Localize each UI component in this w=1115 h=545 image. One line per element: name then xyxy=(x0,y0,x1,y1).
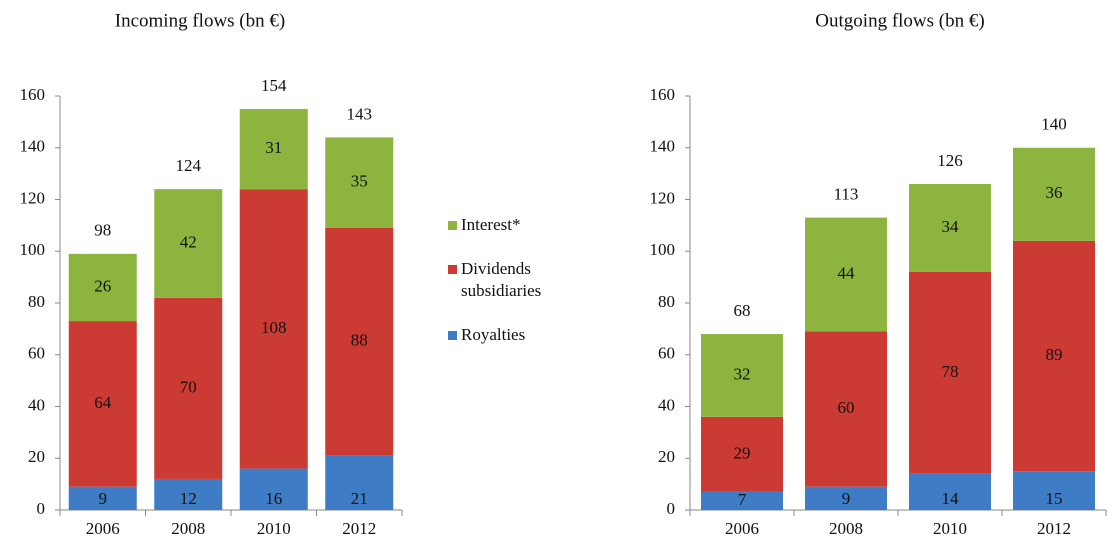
legend-swatch xyxy=(448,265,457,274)
bar-segment xyxy=(239,108,308,190)
bar-segment xyxy=(805,331,887,487)
y-tick-label: 60 xyxy=(658,344,675,363)
data-label: 29 xyxy=(734,443,751,462)
data-label: 34 xyxy=(942,217,960,236)
bar-segment xyxy=(68,321,137,487)
y-tick-label: 60 xyxy=(28,344,45,363)
y-tick-label: 20 xyxy=(28,447,45,466)
y-tick-label: 20 xyxy=(658,447,675,466)
legend-label: Interest* xyxy=(461,215,521,234)
total-label: 113 xyxy=(834,185,859,204)
y-tick-label: 140 xyxy=(650,137,676,156)
data-label: 21 xyxy=(351,489,368,508)
data-label: 64 xyxy=(94,393,112,412)
data-label: 60 xyxy=(838,398,855,417)
total-label: 143 xyxy=(347,104,373,123)
total-label: 140 xyxy=(1041,115,1067,134)
data-label: 88 xyxy=(351,331,368,350)
bar-segment xyxy=(325,227,394,456)
total-label: 98 xyxy=(94,221,111,240)
x-tick-label: 2006 xyxy=(725,519,759,538)
bar-segment xyxy=(805,486,887,510)
x-tick-label: 2008 xyxy=(171,519,205,538)
y-tick-label: 160 xyxy=(20,85,46,104)
legend-swatch xyxy=(448,331,457,340)
x-tick-label: 2008 xyxy=(829,519,863,538)
bar-segment xyxy=(701,416,783,492)
legend-item: Royalties xyxy=(448,324,578,346)
y-tick-label: 160 xyxy=(650,85,676,104)
bar-segment xyxy=(1013,147,1095,241)
bar-segment xyxy=(154,478,223,510)
bar-segment xyxy=(325,137,394,228)
data-label: 89 xyxy=(1046,345,1063,364)
bar-segment xyxy=(701,334,783,417)
legend-item: Interest* xyxy=(448,214,578,236)
legend-swatch xyxy=(448,221,457,230)
y-tick-label: 140 xyxy=(20,137,46,156)
data-label: 7 xyxy=(738,490,747,509)
data-label: 32 xyxy=(734,364,751,383)
legend-item: Dividends subsidiaries xyxy=(448,258,578,302)
y-tick-label: 120 xyxy=(650,188,676,207)
bar-segment xyxy=(325,455,394,510)
bar-segment xyxy=(68,253,137,322)
x-tick-label: 2010 xyxy=(933,519,967,538)
bar-segment xyxy=(909,271,991,474)
chart-title: Outgoing flows (bn €) xyxy=(815,10,984,31)
bar-segment xyxy=(909,473,991,510)
data-label: 78 xyxy=(942,362,959,381)
data-label: 12 xyxy=(180,489,197,508)
data-label: 9 xyxy=(842,489,851,508)
y-tick-label: 80 xyxy=(28,292,45,311)
bar-segment xyxy=(239,468,308,510)
bar-segment xyxy=(1013,471,1095,510)
x-tick-label: 2012 xyxy=(342,519,376,538)
data-label: 14 xyxy=(942,489,960,508)
y-tick-label: 0 xyxy=(37,499,46,518)
bar-segment xyxy=(909,183,991,272)
x-tick-label: 2010 xyxy=(257,519,291,538)
y-tick-label: 80 xyxy=(658,292,675,311)
bar-segment xyxy=(239,189,308,469)
data-label: 36 xyxy=(1046,183,1063,202)
total-label: 154 xyxy=(261,76,287,95)
bar-segment xyxy=(154,297,223,479)
bar-segment xyxy=(1013,240,1095,472)
data-label: 31 xyxy=(265,138,282,157)
legend: Interest* Dividends subsidiaries Royalties xyxy=(448,214,578,368)
legend-label: Dividends subsidiaries xyxy=(461,259,542,300)
y-tick-label: 100 xyxy=(20,240,46,259)
x-tick-label: 2006 xyxy=(86,519,120,538)
x-tick-label: 2012 xyxy=(1037,519,1071,538)
total-label: 124 xyxy=(176,156,202,175)
total-label: 126 xyxy=(937,151,963,170)
y-tick-label: 40 xyxy=(28,395,45,414)
data-label: 42 xyxy=(180,232,197,251)
chart-title: Incoming flows (bn €) xyxy=(115,10,285,31)
data-label: 16 xyxy=(265,489,282,508)
data-label: 70 xyxy=(180,377,197,396)
bar-segment xyxy=(68,486,137,510)
bar-segment xyxy=(805,217,887,332)
y-tick-label: 120 xyxy=(20,188,46,207)
y-tick-label: 100 xyxy=(650,240,676,259)
y-tick-label: 0 xyxy=(667,499,676,518)
total-label: 68 xyxy=(734,301,751,320)
bar-segment xyxy=(701,491,783,510)
legend-label: Royalties xyxy=(461,325,526,344)
data-label: 15 xyxy=(1046,489,1063,508)
y-tick-label: 40 xyxy=(658,395,675,414)
bar-segment xyxy=(154,189,223,298)
data-label: 35 xyxy=(351,172,368,191)
data-label: 44 xyxy=(838,263,856,282)
data-label: 9 xyxy=(99,489,108,508)
data-label: 108 xyxy=(261,318,287,337)
data-label: 26 xyxy=(94,276,111,295)
